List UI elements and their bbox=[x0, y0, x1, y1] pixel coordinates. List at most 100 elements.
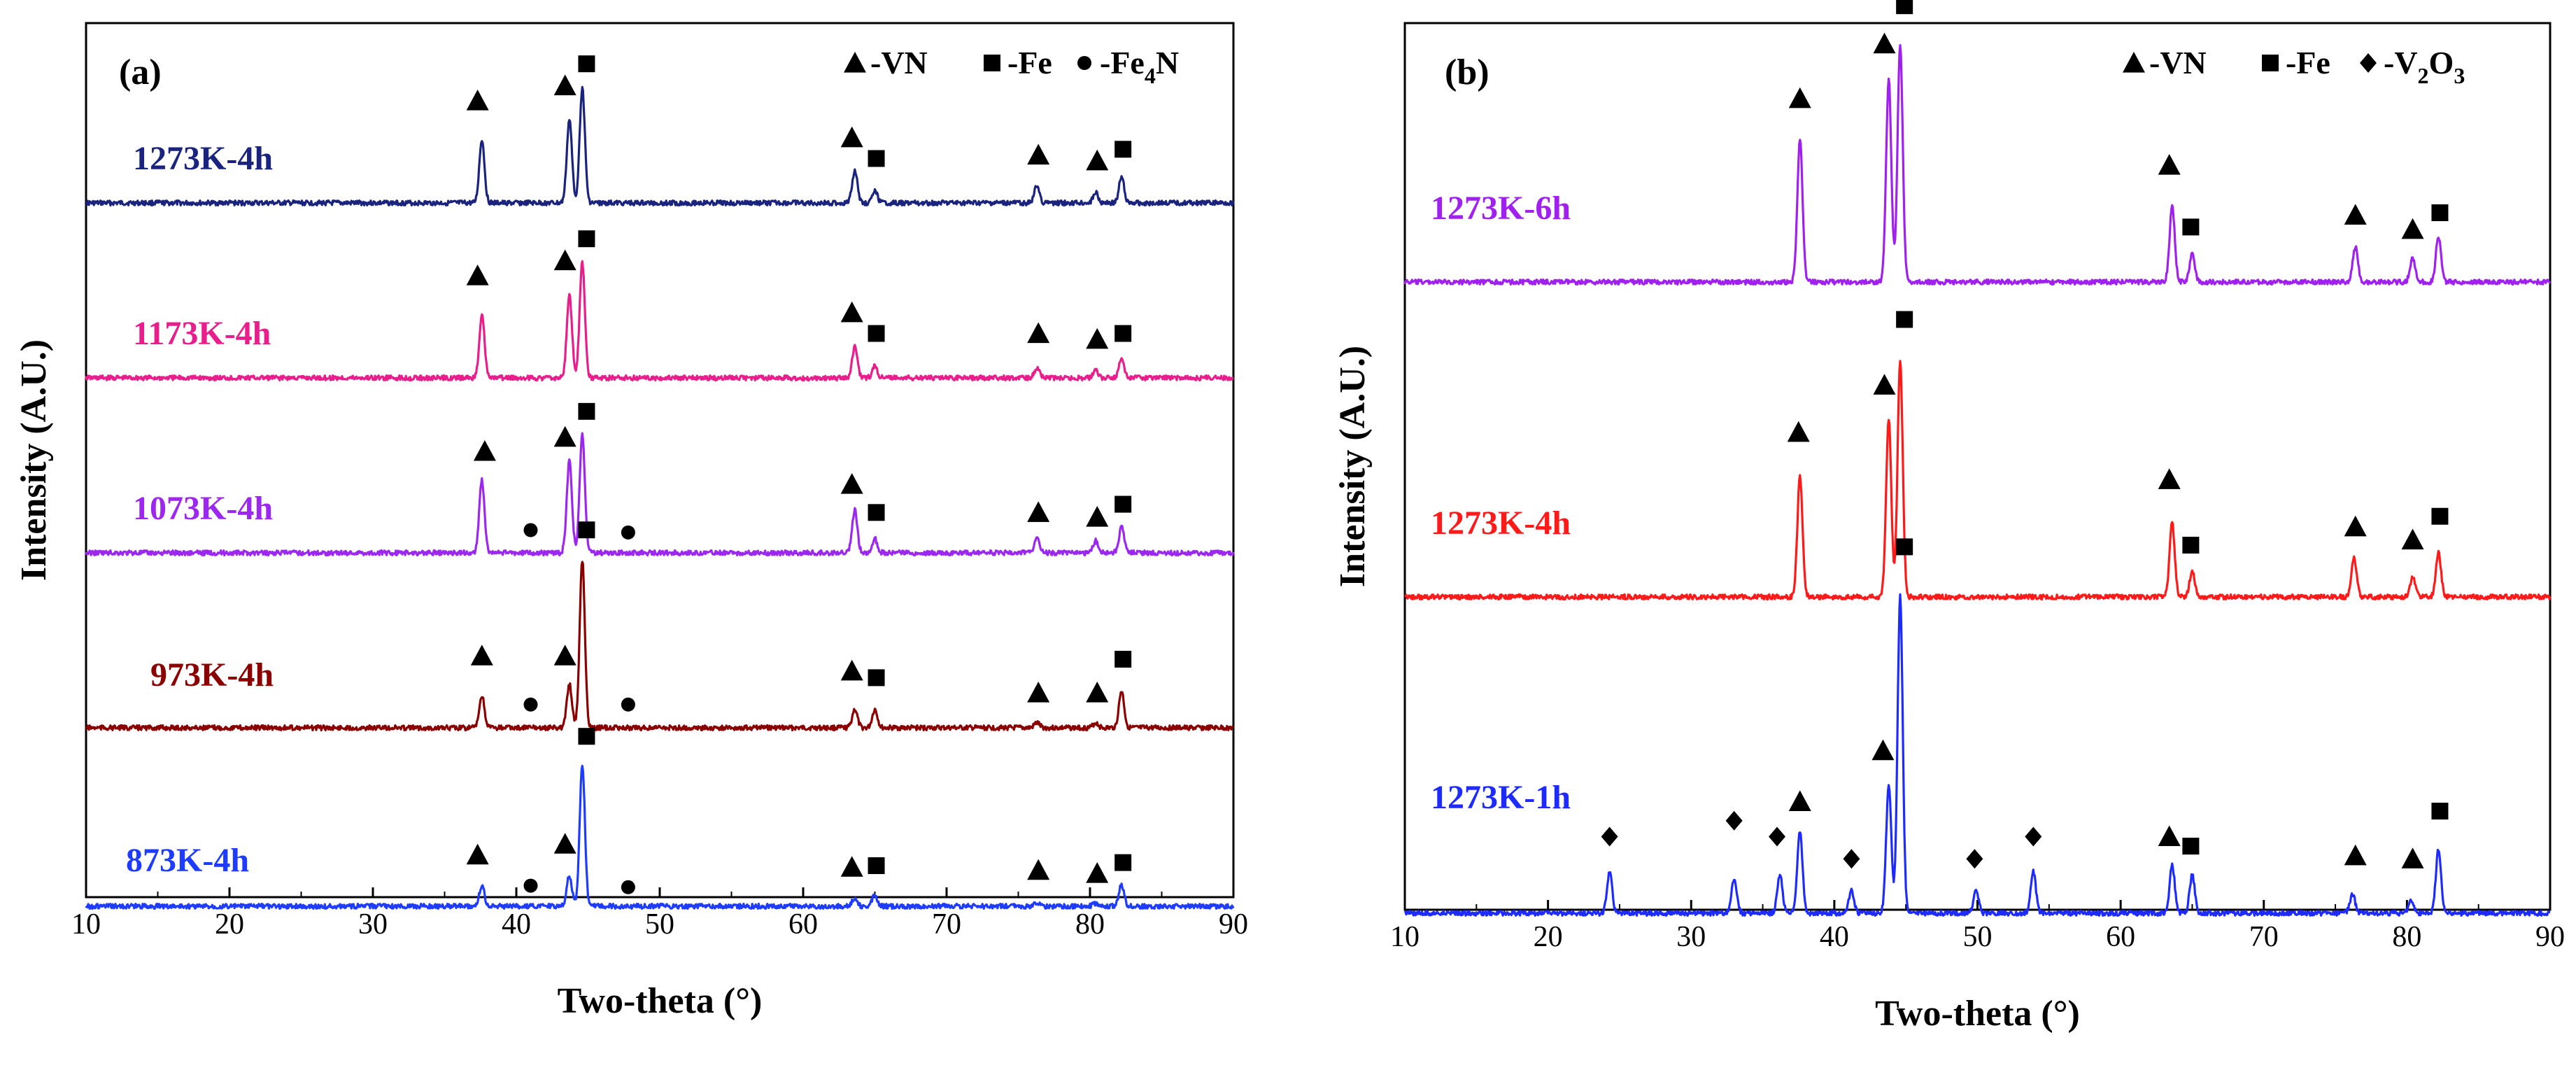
legend-label: -Fe bbox=[1007, 45, 1052, 80]
series-label: 973K-4h bbox=[150, 656, 274, 694]
phase-square-marker bbox=[1114, 495, 1132, 513]
phase-triangle-marker bbox=[2158, 154, 2181, 175]
phase-circle-marker bbox=[621, 880, 635, 894]
phase-triangle-marker bbox=[1027, 501, 1050, 522]
series-1173K-4h: 1173K-4h bbox=[85, 230, 1234, 382]
phase-square-marker bbox=[2182, 537, 2200, 554]
phase-circle-marker bbox=[621, 525, 635, 540]
phase-square-marker bbox=[868, 150, 885, 167]
phase-triangle-marker bbox=[466, 843, 489, 865]
series-label: 1273K-4h bbox=[133, 140, 273, 177]
x-tick-label: 20 bbox=[215, 908, 244, 941]
legend-triangle-icon bbox=[844, 52, 866, 73]
series-label: 1173K-4h bbox=[133, 315, 271, 352]
phase-triangle-marker bbox=[2401, 528, 2424, 550]
phase-triangle-marker bbox=[553, 425, 576, 447]
series-line bbox=[1403, 593, 2551, 917]
phase-square-marker bbox=[1114, 141, 1132, 158]
x-tick-label: 70 bbox=[2249, 921, 2279, 953]
phase-square-marker bbox=[1896, 538, 1913, 556]
phase-triangle-marker bbox=[1086, 682, 1109, 703]
x-tick-label: 20 bbox=[1534, 921, 1563, 953]
phase-triangle-marker bbox=[1086, 506, 1109, 527]
series-line bbox=[85, 85, 1235, 207]
phase-circle-marker bbox=[523, 878, 538, 893]
phase-triangle-marker bbox=[840, 301, 863, 323]
phase-square-marker bbox=[578, 402, 595, 420]
series-line bbox=[85, 432, 1235, 557]
x-tick-label: 80 bbox=[1075, 908, 1105, 941]
x-tick-label: 90 bbox=[1219, 908, 1248, 941]
panel-b-xrd-chart: 10 20 30 40 50 60 70 80 90 Two-theta (°) Intensity… bbox=[1333, 0, 2565, 1034]
phase-triangle-marker bbox=[466, 265, 489, 286]
series-label: 1273K-1h bbox=[1431, 779, 1571, 816]
legend-diamond-icon bbox=[2360, 53, 2377, 73]
phase-square-marker bbox=[2431, 204, 2449, 221]
x-tick-label: 40 bbox=[502, 908, 531, 941]
series-label: 1073K-4h bbox=[133, 490, 273, 527]
series-line bbox=[1404, 360, 2552, 601]
phase-square-marker bbox=[578, 55, 595, 73]
phase-triangle-marker bbox=[553, 833, 576, 854]
phase-triangle-marker bbox=[2158, 825, 2181, 847]
phase-diamond-marker bbox=[1966, 849, 1983, 869]
legend-label: -V2O3 bbox=[2384, 45, 2465, 88]
legend-label: -VN bbox=[2149, 45, 2207, 80]
phase-triangle-marker bbox=[840, 126, 863, 148]
y-axis-label: Intensity (A.U.) bbox=[14, 339, 54, 581]
legend-entry: -VN bbox=[844, 45, 928, 80]
phase-triangle-marker bbox=[2344, 844, 2367, 866]
phase-triangle-marker bbox=[466, 90, 489, 111]
legend-label: -VN bbox=[870, 45, 928, 80]
x-axis-label: Two-theta (°) bbox=[1875, 994, 2080, 1034]
series-1273K-4h: 1273K-4h bbox=[1404, 311, 2552, 601]
phase-square-marker bbox=[868, 325, 885, 342]
phase-diamond-marker bbox=[1725, 810, 1743, 831]
legend-label: -Fe bbox=[2286, 45, 2330, 80]
phase-triangle-marker bbox=[1873, 374, 1896, 395]
series-1073K-4h: 1073K-4h bbox=[85, 402, 1235, 557]
phase-triangle-marker bbox=[1027, 682, 1050, 703]
phase-circle-marker bbox=[621, 697, 635, 712]
x-tick-label: 60 bbox=[788, 908, 818, 941]
legend-circle-icon bbox=[1077, 56, 1091, 70]
phase-triangle-marker bbox=[1873, 32, 1896, 54]
x-tick-label: 30 bbox=[358, 908, 388, 941]
phase-square-marker bbox=[868, 669, 885, 687]
phase-diamond-marker bbox=[1843, 849, 1860, 869]
phase-square-marker bbox=[1114, 325, 1132, 342]
x-tick-label: 30 bbox=[1676, 921, 1706, 953]
phase-square-marker bbox=[2182, 838, 2200, 855]
legend-entry: -V2O3 bbox=[2360, 45, 2465, 88]
phase-triangle-marker bbox=[1086, 862, 1109, 883]
phase-triangle-marker bbox=[1086, 328, 1109, 349]
phase-square-marker bbox=[2182, 218, 2200, 236]
phase-triangle-marker bbox=[1788, 87, 1811, 108]
legend-entry: -Fe4N bbox=[1077, 45, 1179, 88]
legend-triangle-icon bbox=[2123, 52, 2145, 73]
series-label: 873K-4h bbox=[126, 842, 249, 879]
phase-triangle-marker bbox=[2344, 204, 2367, 225]
phase-triangle-marker bbox=[1027, 859, 1050, 880]
panel-a-xrd-chart: 10 20 30 40 50 60 70 80 90 Two-theta (°) Intensity… bbox=[14, 22, 1248, 1021]
phase-triangle-marker bbox=[1086, 149, 1109, 171]
x-tick-label: 90 bbox=[2535, 921, 2565, 953]
x-tick-label: 10 bbox=[1390, 921, 1420, 953]
phase-triangle-marker bbox=[473, 439, 496, 461]
panel-label: (b) bbox=[1445, 52, 1489, 92]
series-line bbox=[1403, 43, 2552, 286]
legend-label: -Fe4N bbox=[1100, 45, 1179, 88]
phase-triangle-marker bbox=[2344, 515, 2367, 537]
legend-entry: -Fe bbox=[2262, 45, 2330, 80]
phase-triangle-marker bbox=[470, 645, 493, 666]
phase-triangle-marker bbox=[2401, 218, 2424, 239]
phase-square-marker bbox=[1896, 311, 1913, 328]
phase-triangle-marker bbox=[1787, 421, 1810, 442]
x-tick-label: 10 bbox=[71, 908, 101, 941]
series-1273K-4h: 1273K-4h bbox=[85, 55, 1235, 207]
phase-square-marker bbox=[2431, 507, 2449, 525]
phase-diamond-marker bbox=[1601, 826, 1618, 847]
phase-triangle-marker bbox=[1027, 322, 1050, 344]
x-tick-label: 40 bbox=[1820, 921, 1849, 953]
